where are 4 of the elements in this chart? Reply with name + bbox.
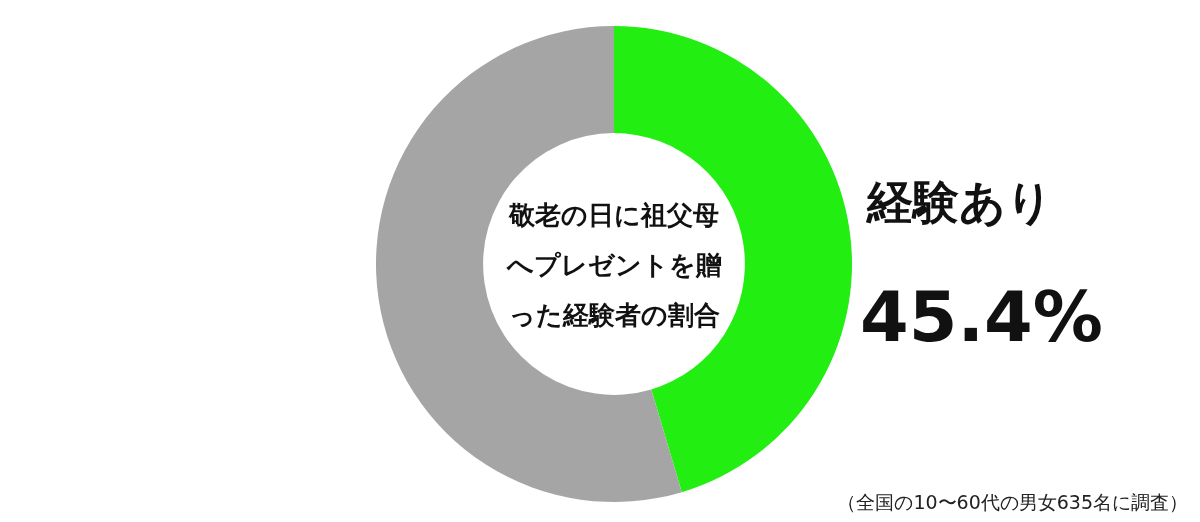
slice-label: 経験あり [865, 174, 1054, 231]
text: （全国の10〜60代の男女635名に調査） [837, 490, 1188, 515]
data-label: 45.4% [860, 276, 1104, 358]
text: 敬老の日に祖父母へプレゼントを贈った経験者の割合 [505, 199, 723, 332]
